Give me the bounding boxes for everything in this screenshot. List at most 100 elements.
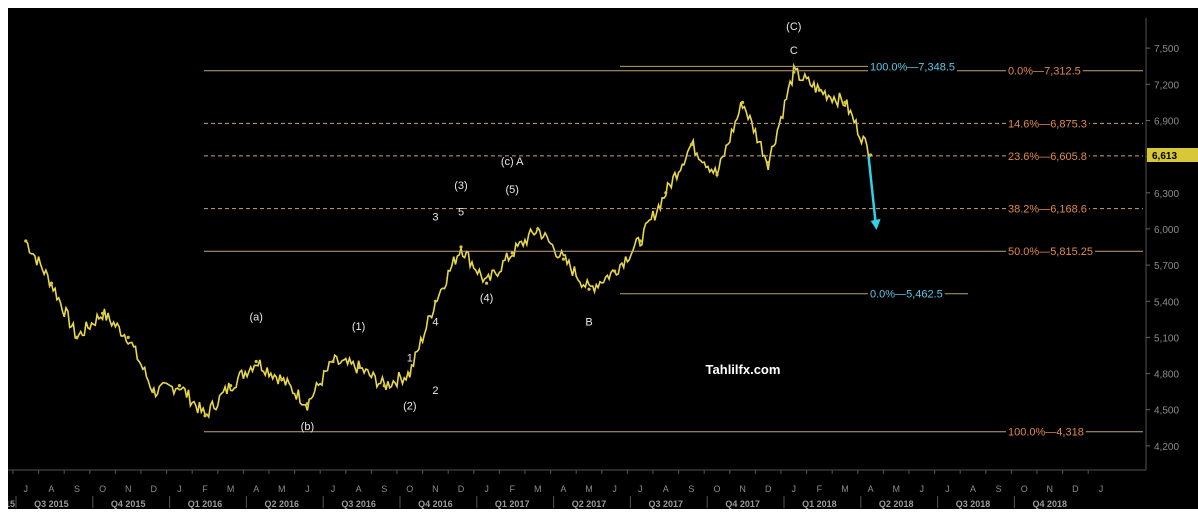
- x-month-label-1: A: [48, 484, 54, 494]
- fibo-label-7: 0.0%—5,462.5: [870, 289, 943, 301]
- x-month-label-19: F: [509, 484, 515, 494]
- x-month-label-23: J: [612, 484, 617, 494]
- y-tick-label-9: 6,900: [1154, 117, 1179, 128]
- y-tick-label-2: 4,800: [1154, 370, 1179, 381]
- x-month-label-18: J: [484, 484, 489, 494]
- price-point-14: [382, 384, 386, 388]
- price-point-9: [254, 359, 258, 364]
- x-month-label-16: N: [432, 484, 439, 494]
- x-month-label-31: F: [817, 484, 823, 494]
- fibo-label-bg-2: [1006, 148, 1089, 162]
- price-point-10: [280, 378, 284, 382]
- y-tick-label-6: 6,000: [1154, 225, 1179, 236]
- x-month-label-10: M: [278, 484, 286, 494]
- y-tick-label-10: 7,200: [1154, 80, 1179, 91]
- price-point-23: [613, 269, 617, 273]
- x-month-label-30: J: [792, 484, 797, 494]
- price-point-4: [126, 335, 130, 339]
- price-point-13: [357, 365, 361, 370]
- x-month-label-5: D: [151, 484, 158, 494]
- wave-label-2: (c) A: [501, 156, 524, 168]
- price-point-3: [101, 311, 105, 315]
- wave-label-4: (3): [454, 180, 467, 192]
- x-quarter-label-10: Q4 2017: [725, 499, 760, 509]
- x-month-label-35: J: [920, 484, 925, 494]
- fibo-label-1: 14.6%—6,875.3: [1008, 118, 1087, 130]
- x-month-label-15: O: [406, 484, 413, 494]
- x-month-label-36: J: [945, 484, 950, 494]
- y-tick-label-4: 5,400: [1154, 297, 1179, 308]
- axes: 4,200 4,500 4,800 5,100 5,400 5,700 6,000 6,300…: [5, 18, 1198, 509]
- wave-labels: (C) C (c) A (5) (3) 3 5 4 (4) B (a) (1) 1 (b) (2) 2 Tahl…: [249, 21, 801, 433]
- x-quarter-label-9: Q3 2017: [649, 499, 684, 509]
- fibo-label-4: 50.0%—5,815.25: [1008, 246, 1093, 258]
- price-point-2: [75, 335, 79, 339]
- y-tick-label-3: 5,100: [1154, 333, 1179, 344]
- price-point-16: [433, 299, 437, 303]
- price-line: [25, 62, 872, 420]
- wave-label-5: 3: [432, 212, 438, 224]
- fibo-label-bg-4: [1006, 244, 1096, 258]
- fibo-label-bg-7: [868, 286, 945, 300]
- x-month-label-7: F: [202, 484, 208, 494]
- price-point-24: [638, 239, 642, 243]
- x-month-label-8: M: [227, 484, 235, 494]
- x-month-label-40: N: [1047, 484, 1054, 494]
- x-month-label-41: D: [1072, 484, 1079, 494]
- wave-label-0: (C): [786, 21, 801, 33]
- x-month-label-3: O: [99, 484, 106, 494]
- wave-label-11: (1): [352, 321, 365, 333]
- price-point-29: [766, 161, 770, 165]
- wave-label-15: 2: [432, 385, 438, 397]
- x-month-label-22: M: [585, 484, 593, 494]
- y-tick-label-1: 4,500: [1154, 406, 1179, 417]
- price-point-0: [24, 239, 28, 243]
- x-month-label-33: A: [868, 484, 874, 494]
- x-quarter-label-13: Q3 2018: [956, 499, 991, 509]
- wave-label-9: B: [585, 316, 592, 328]
- x-month-label-27: O: [713, 484, 720, 494]
- price-point-15: [408, 372, 412, 376]
- x-quarter-label-3: Q1 2016: [188, 499, 223, 509]
- wave-label-12: 1: [407, 353, 413, 365]
- fibo-label-3: 38.2%—6,168.6: [1008, 204, 1087, 216]
- watermark-text: Tahlilfx.com: [706, 362, 781, 377]
- price-point-32: [843, 100, 847, 104]
- y-tick-label-11: 7,500: [1154, 44, 1179, 55]
- x-quarter-label-5: Q3 2016: [341, 499, 376, 509]
- x-month-label-13: A: [356, 484, 362, 494]
- y-tick-label-0: 4,200: [1154, 442, 1179, 453]
- arrow-head: [870, 218, 881, 230]
- price-point-17: [459, 245, 463, 249]
- price-point-6: [177, 384, 181, 388]
- x-month-label-12: J: [331, 484, 336, 494]
- x-quarter-label-14: Q4 2018: [1033, 499, 1068, 509]
- x-month-label-21: A: [560, 484, 566, 494]
- price-point-5: [152, 390, 156, 394]
- x-quarter-label-11: Q1 2018: [802, 499, 837, 509]
- fibo-label-bg-1: [1006, 116, 1089, 130]
- x-month-label-25: A: [663, 484, 669, 494]
- price-point-26: [689, 143, 694, 147]
- arrow-shaft: [867, 156, 877, 224]
- price-point-8: [229, 384, 233, 388]
- x-month-label-28: N: [739, 484, 746, 494]
- price-point-20: [536, 227, 540, 231]
- price-point-25: [664, 191, 668, 195]
- x-quarter-label-1: Q3 2015: [34, 499, 69, 509]
- x-quarter-label-0: 15: [8, 499, 15, 509]
- fibo-label-bg-3: [1006, 201, 1089, 215]
- wave-label-1: C: [790, 45, 798, 57]
- wave-label-10: (a): [249, 312, 262, 324]
- wave-label-13: (b): [301, 421, 314, 433]
- x-month-label-6: J: [177, 484, 182, 494]
- price-point-27: [715, 173, 719, 177]
- fibo-label-6: 100.0%—7,348.5: [870, 61, 955, 73]
- price-point-7: [203, 414, 207, 418]
- x-month-label-17: D: [458, 484, 465, 494]
- x-month-label-37: A: [970, 484, 976, 494]
- x-quarter-label-2: Q4 2015: [111, 499, 146, 509]
- fibonacci-levels: 0.0%—7,312.5 14.6%—6,875.3 23.6%—6,605.8 38…: [204, 59, 1143, 439]
- price-point-22: [587, 287, 591, 291]
- x-month-label-14: S: [381, 484, 387, 494]
